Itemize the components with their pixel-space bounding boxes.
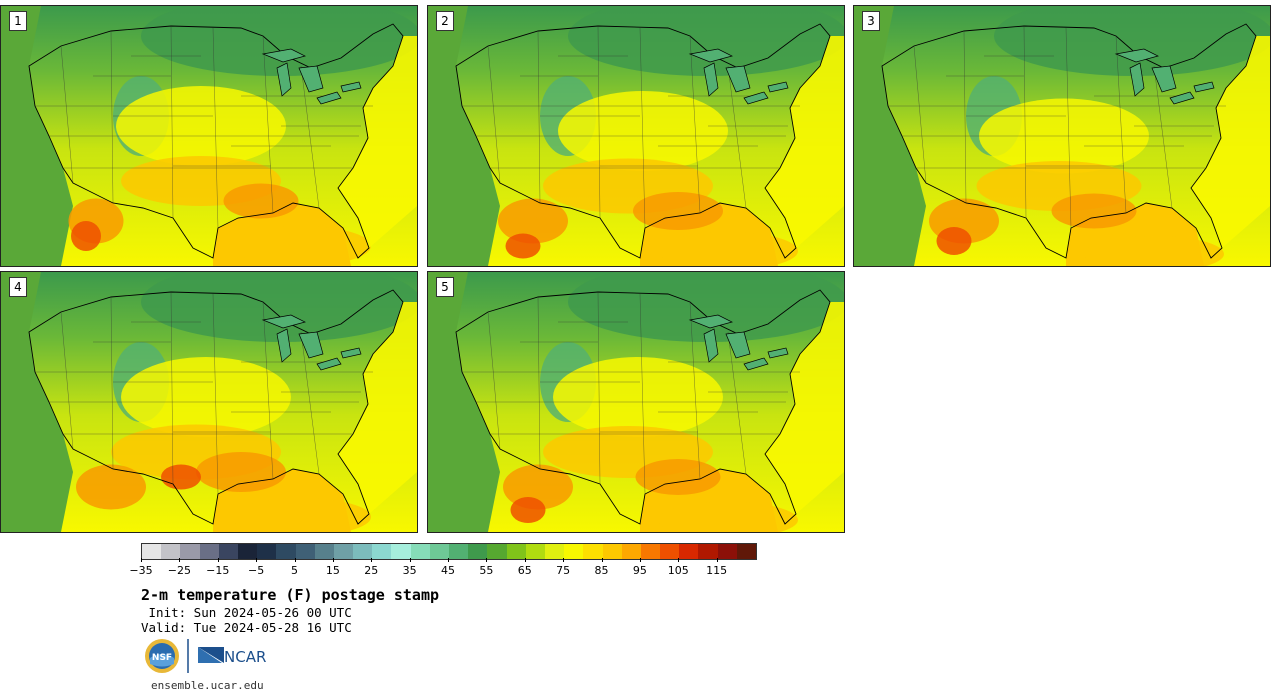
colorbar-bin xyxy=(199,544,219,559)
ensemble-member-panel-4: 4 xyxy=(0,271,418,533)
colorbar-bin xyxy=(506,544,526,559)
colorbar-bin xyxy=(679,544,699,559)
member-label: 1 xyxy=(9,11,27,31)
colorbar-tick xyxy=(294,558,296,562)
colorbar-tick-label: 65 xyxy=(517,564,532,577)
colorbar-bin xyxy=(544,544,565,559)
temperature-colorbar xyxy=(141,543,757,560)
colorbar-tick-label: 55 xyxy=(479,564,494,577)
colorbar-bin xyxy=(487,544,507,559)
website-link[interactable]: ensemble.ucar.edu xyxy=(151,679,264,692)
colorbar-tick xyxy=(179,558,181,562)
colorbar-bin xyxy=(237,544,258,559)
colorbar-tick xyxy=(601,558,603,562)
colorbar-tick-label: −15 xyxy=(206,564,230,577)
colorbar-bin xyxy=(429,544,449,559)
ensemble-member-panel-3: 3 xyxy=(853,5,1271,267)
colorbar-bin xyxy=(391,544,411,559)
colorbar-bin xyxy=(736,544,756,559)
colorbar-tick-label: −25 xyxy=(167,564,191,577)
colorbar-tick xyxy=(371,558,373,562)
colorbar-tick xyxy=(563,558,565,562)
colorbar-bin xyxy=(257,544,277,559)
colorbar-tick-label: 115 xyxy=(706,564,728,577)
colorbar-bin xyxy=(660,544,680,559)
colorbar-tick-label: 35 xyxy=(402,564,417,577)
colorbar-tick xyxy=(486,558,488,562)
colorbar-tick xyxy=(716,558,718,562)
colorbar-tick-label: 75 xyxy=(556,564,571,577)
colorbar-bin xyxy=(583,544,603,559)
colorbar-tick-label: −5 xyxy=(248,564,265,577)
colorbar-bin xyxy=(314,544,334,559)
colorbar-bin xyxy=(410,544,430,559)
colorbar-bin xyxy=(564,544,584,559)
colorbar-bin xyxy=(640,544,661,559)
colorbar-bin xyxy=(353,544,373,559)
init-time: Init: Sun 2024-05-26 00 UTC xyxy=(141,605,352,620)
member-label: 5 xyxy=(436,277,454,297)
ensemble-member-panel-2: 2 xyxy=(427,5,845,267)
colorbar-tick xyxy=(639,558,641,562)
colorbar-bin xyxy=(180,544,200,559)
colorbar-tick xyxy=(141,558,142,562)
colorbar-bin xyxy=(717,544,737,559)
colorbar-tick xyxy=(332,558,334,562)
colorbar-bin xyxy=(602,544,622,559)
colorbar-bin xyxy=(276,544,296,559)
colorbar-tick-label: 15 xyxy=(325,564,340,577)
colorbar-bin xyxy=(372,544,392,559)
colorbar-bin xyxy=(468,544,488,559)
ncar-logo-text: NCAR xyxy=(224,648,266,666)
valid-time: Valid: Tue 2024-05-28 16 UTC xyxy=(141,620,352,635)
colorbar-tick-label: 25 xyxy=(364,564,379,577)
colorbar-bin xyxy=(295,544,315,559)
colorbar-bin xyxy=(525,544,545,559)
colorbar-bin xyxy=(621,544,641,559)
ncar-logo: NCAR xyxy=(198,647,266,666)
colorbar-tick-label: 95 xyxy=(632,564,647,577)
colorbar-bin xyxy=(161,544,181,559)
colorbar-tick-label: 85 xyxy=(594,564,609,577)
colorbar-tick xyxy=(256,558,258,562)
ensemble-member-panel-1: 1 xyxy=(0,5,418,267)
ensemble-member-panel-5: 5 xyxy=(427,271,845,533)
colorbar-ticks: −35 −25 −15 −5 5 15 25 35 45 55 65 75 85 95 105 115 xyxy=(129,558,757,578)
nsf-logo: NSF xyxy=(145,639,179,673)
colorbar-tick xyxy=(409,558,411,562)
plot-title: 2-m temperature (F) postage stamp xyxy=(141,586,440,604)
colorbar-bin xyxy=(333,544,354,559)
member-label: 4 xyxy=(9,277,27,297)
colorbar-tick xyxy=(448,558,449,562)
colorbar-tick xyxy=(524,558,526,562)
colorbar-tick xyxy=(217,558,219,562)
colorbar-bin xyxy=(218,544,238,559)
colorbar-bin xyxy=(142,544,162,559)
nsf-logo-text: NSF xyxy=(152,653,172,663)
member-label: 3 xyxy=(862,11,880,31)
logo-strip: NSF NCAR xyxy=(144,636,274,676)
colorbar-bin xyxy=(449,544,469,559)
colorbar-bin xyxy=(698,544,718,559)
colorbar-tick-label: 5 xyxy=(291,564,298,577)
colorbar-tick-label: −35 xyxy=(129,564,153,577)
colorbar-tick xyxy=(678,558,680,562)
colorbar-tick-label: 105 xyxy=(667,564,689,577)
colorbar-tick-label: 45 xyxy=(441,564,455,577)
member-label: 2 xyxy=(436,11,454,31)
